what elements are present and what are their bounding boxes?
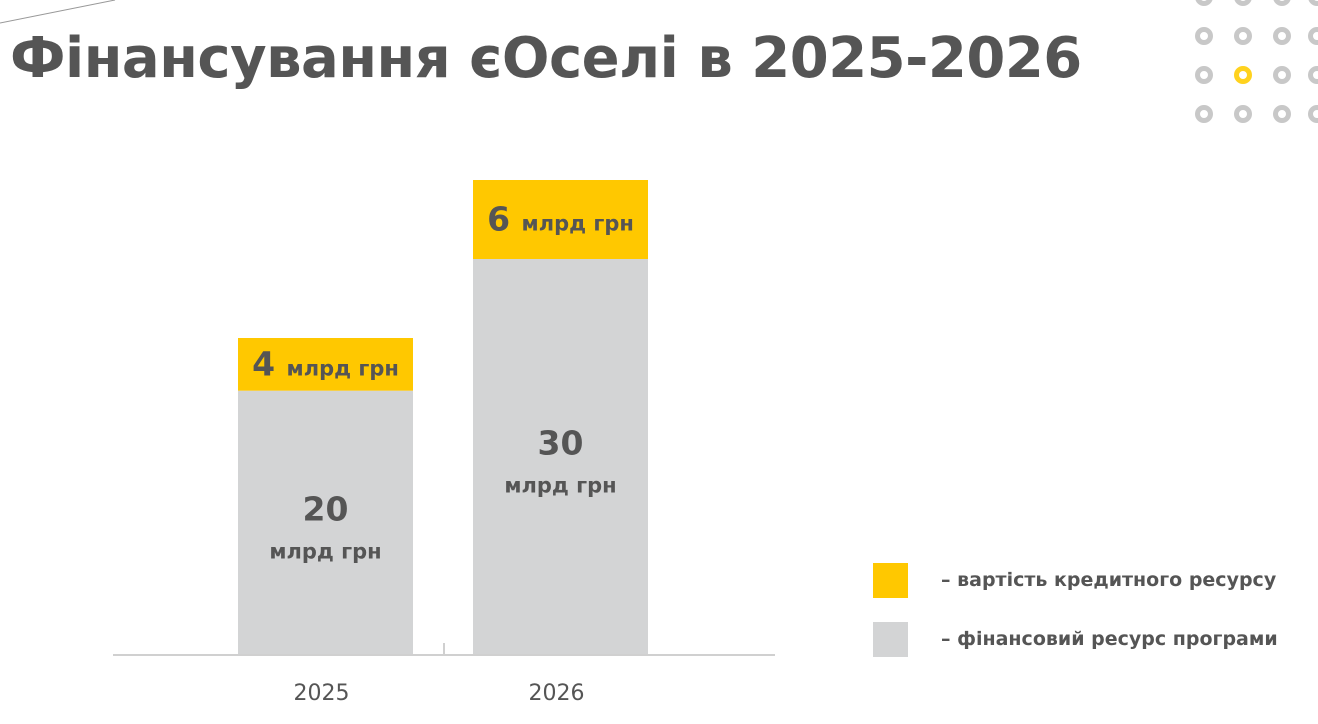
legend-label-program-resource: – фінансовий ресурс програми xyxy=(941,628,1278,650)
legend-item-credit-cost: – вартість кредитного ресурсу xyxy=(873,562,1278,598)
bar-label-credit-cost-2026: 6 млрд грн xyxy=(487,200,634,239)
dot-icon xyxy=(1195,27,1213,45)
dot-icon xyxy=(1234,0,1252,6)
dot-icon xyxy=(1308,27,1318,45)
bar-unit-program-resource-2025: млрд грн xyxy=(269,539,381,563)
bar-credit-cost-2026 xyxy=(473,180,648,259)
bar-value-program-resource-2026: 30 xyxy=(538,424,584,463)
page-title: Фінансування єОселі в 2025-2026 xyxy=(10,26,1082,91)
legend-item-program-resource: – фінансовий ресурс програми xyxy=(873,621,1278,657)
bar-value-program-resource-2025: 20 xyxy=(303,489,349,528)
dot-grid-decoration xyxy=(1195,0,1318,123)
legend-swatch-credit-cost xyxy=(873,562,908,598)
dot-icon xyxy=(1308,66,1318,84)
decorative-line xyxy=(0,0,116,24)
legend-swatch-program-resource xyxy=(873,621,908,657)
dot-icon xyxy=(1308,0,1318,6)
dot-icon xyxy=(1234,27,1252,45)
dot-icon xyxy=(1273,105,1291,123)
dot-icon xyxy=(1308,105,1318,123)
bar-credit-cost-2025 xyxy=(238,338,413,391)
dot-icon xyxy=(1195,66,1213,84)
dot-icon xyxy=(1234,105,1252,123)
bar-program-resource-2025 xyxy=(238,390,413,654)
dot-icon xyxy=(1273,0,1291,6)
chart-legend: – вартість кредитного ресурсу – фінансов… xyxy=(873,562,1278,680)
dot-icon xyxy=(1195,0,1213,6)
x-tick-label-2025: 2025 xyxy=(294,681,350,706)
yellow-ring-icon xyxy=(1234,66,1252,84)
bar-unit-program-resource-2026: млрд грн xyxy=(504,474,616,498)
x-tick-label-2026: 2026 xyxy=(529,681,585,706)
legend-label-credit-cost: – вартість кредитного ресурсу xyxy=(941,569,1277,591)
bar-program-resource-2026 xyxy=(473,259,648,654)
dot-icon xyxy=(1195,105,1213,123)
dot-icon xyxy=(1273,27,1291,45)
dot-icon xyxy=(1273,66,1291,84)
bar-label-credit-cost-2025: 4 млрд грн xyxy=(252,344,399,383)
